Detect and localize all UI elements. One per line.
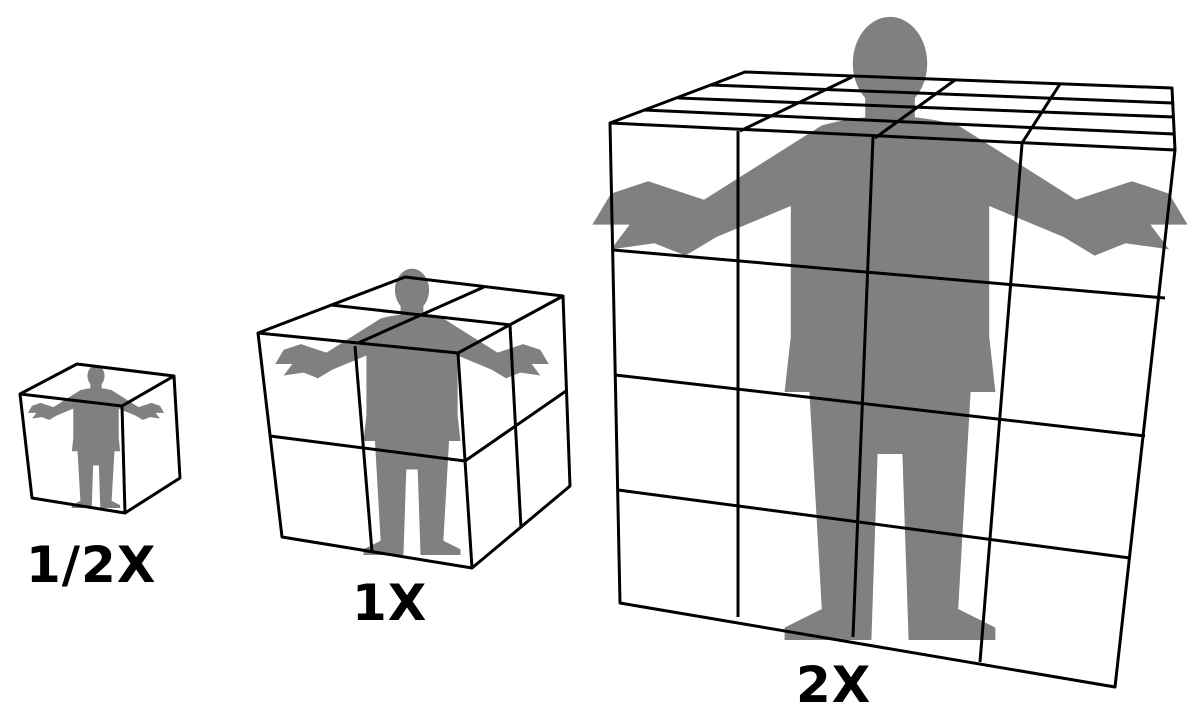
two-scale-cube xyxy=(592,16,1188,689)
half-scale-person-silhouette xyxy=(27,365,165,508)
two-scale-cube-edges xyxy=(608,70,1177,689)
half-scale-cube xyxy=(18,362,182,515)
half-scale-cube-edges xyxy=(18,362,182,515)
one-scale-cube-edges xyxy=(256,275,572,570)
two-scale-label: 2X xyxy=(796,656,872,714)
half-scale-label: 1/2X xyxy=(26,536,157,594)
one-scale-label: 1X xyxy=(352,574,428,632)
one-scale-cube xyxy=(256,268,572,570)
